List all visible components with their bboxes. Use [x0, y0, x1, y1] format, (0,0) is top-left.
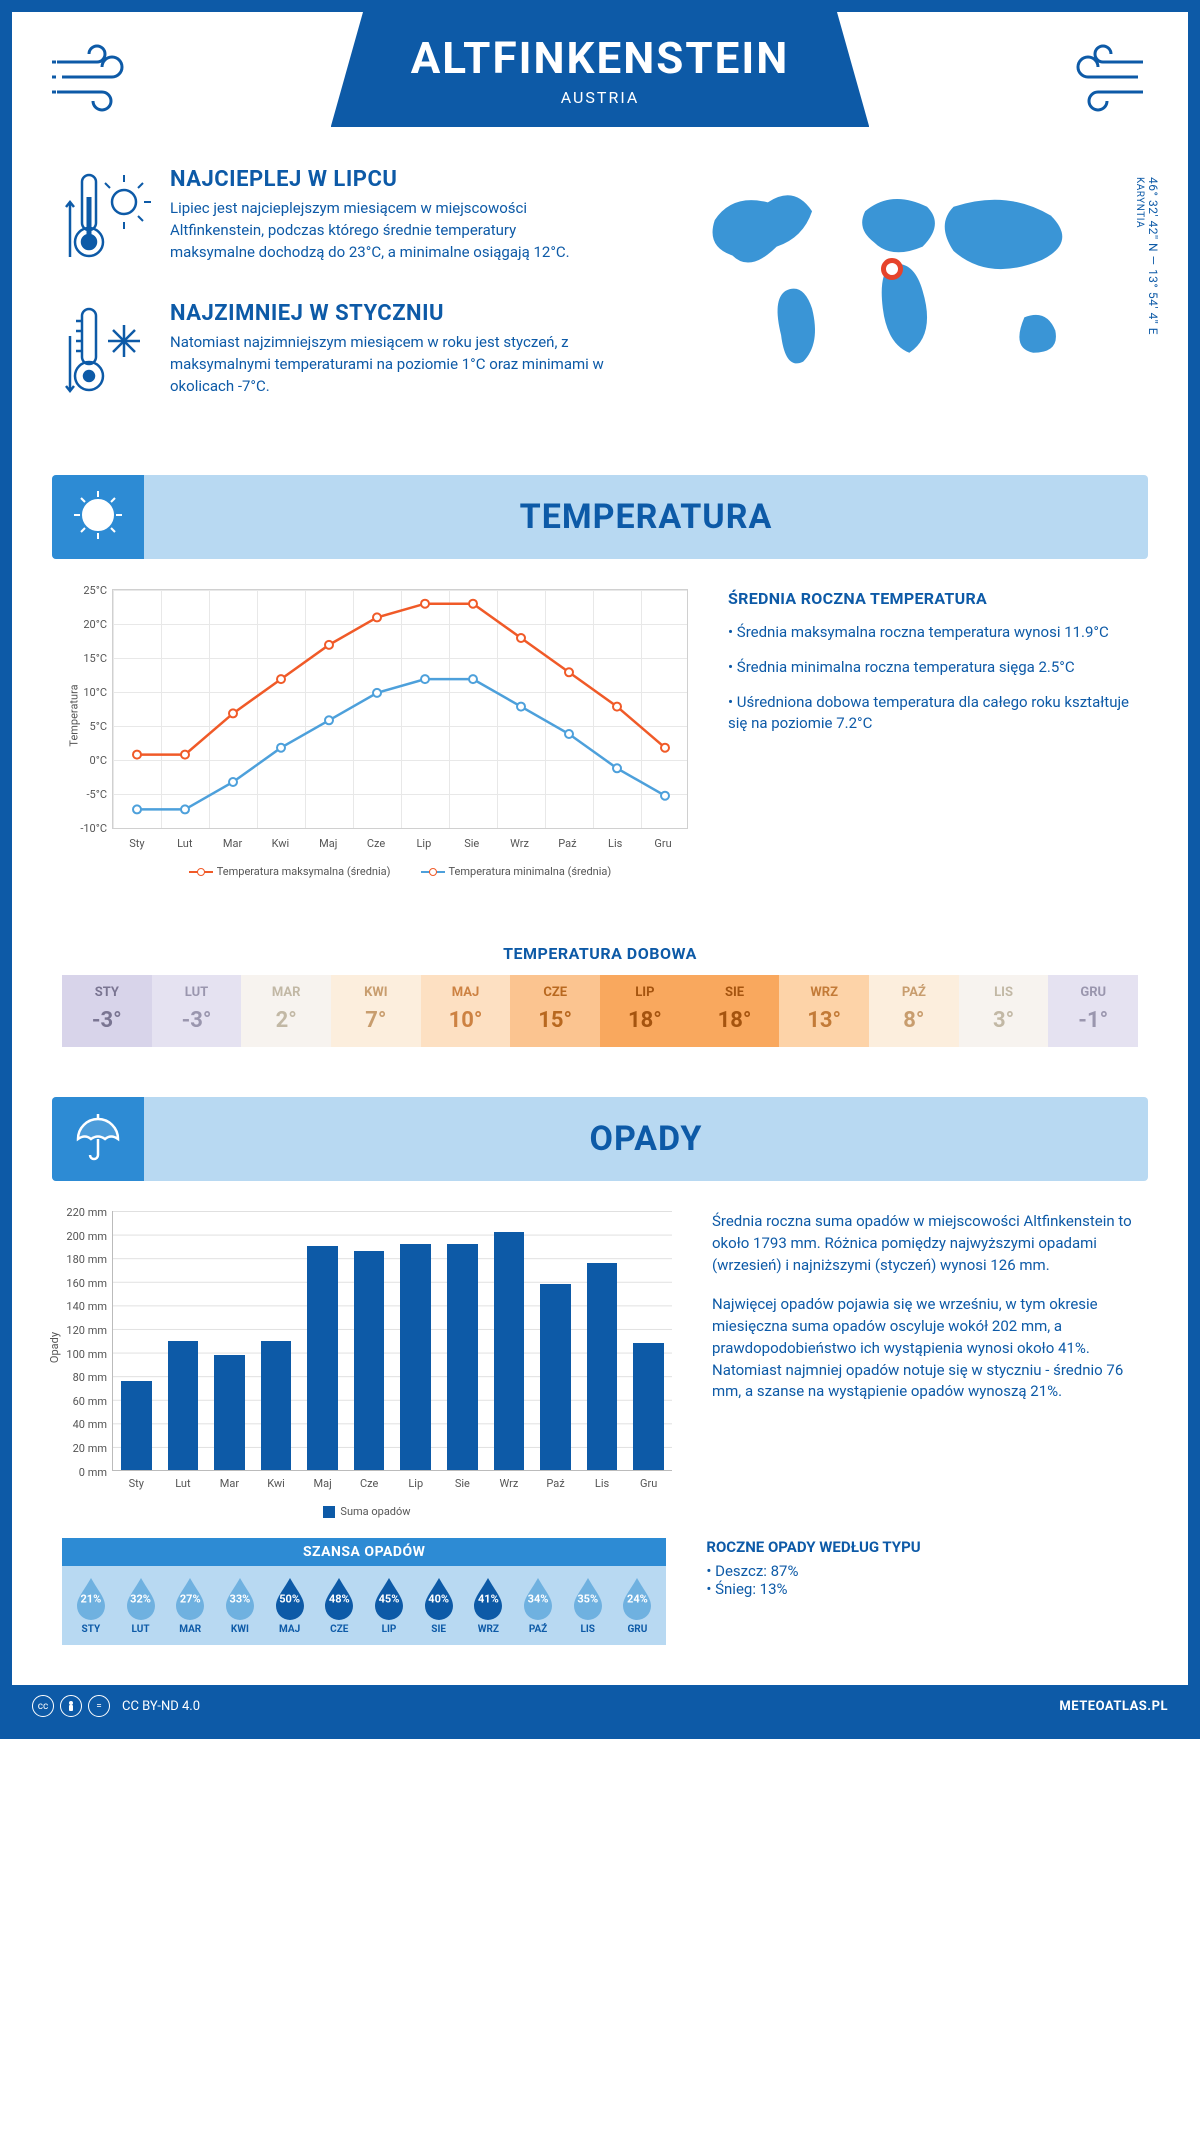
- precipitation-text: Średnia roczna suma opadów w miejscowośc…: [712, 1211, 1138, 1518]
- page-title: ALTFINKENSTEIN: [411, 32, 790, 84]
- bar: [400, 1244, 431, 1470]
- droplet-icon: 50%: [272, 1576, 308, 1620]
- bar: [587, 1263, 618, 1470]
- footer: cc = CC BY-ND 4.0 METEOATLAS.PL: [12, 1685, 1188, 1727]
- thermometer-cold-icon: [62, 301, 152, 405]
- rain-chance-table: SZANSA OPADÓW 21% STY 32% LUT 27% MAR 33…: [62, 1538, 666, 1645]
- header-tab: ALTFINKENSTEIN AUSTRIA: [331, 12, 870, 127]
- rain-chance-cell: 32% LUT: [116, 1576, 166, 1635]
- hottest-title: NAJCIEPLEJ W LIPCU: [170, 167, 605, 192]
- bar: [121, 1381, 152, 1470]
- daily-temp-cell: LIP18°: [600, 975, 690, 1047]
- page-subtitle: AUSTRIA: [411, 88, 790, 107]
- by-icon: [60, 1695, 82, 1717]
- cc-icon: cc: [32, 1695, 54, 1717]
- rain-chance-cell: 33% KWI: [215, 1576, 265, 1635]
- temperature-section-title: TEMPERATURA: [144, 497, 1148, 537]
- bar: [168, 1341, 199, 1471]
- daily-temp-cell: PAŹ8°: [869, 975, 959, 1047]
- bar-legend: Suma opadów: [62, 1505, 672, 1518]
- droplet-icon: 21%: [73, 1576, 109, 1620]
- page: ALTFINKENSTEIN AUSTRIA: [0, 0, 1200, 1739]
- bar: [447, 1244, 478, 1470]
- precipitation-section-title: OPADY: [144, 1119, 1148, 1159]
- coldest-text: Natomiast najzimniejszym miesiącem w rok…: [170, 332, 605, 397]
- temperature-line-chart: Temperatura 25°C20°C15°C10°C5°C0°C-5°C-1…: [112, 589, 688, 829]
- bar: [494, 1232, 525, 1470]
- daily-temp-title: TEMPERATURA DOBOWA: [12, 944, 1188, 963]
- coldest-block: NAJZIMNIEJ W STYCZNIU Natomiast najzimni…: [62, 301, 605, 405]
- coordinates: 46° 32' 42'' N — 13° 54' 4'' EKARYNTIA: [1132, 177, 1160, 335]
- droplet-icon: 27%: [172, 1576, 208, 1620]
- temp-legend: Temperatura maksymalna (średnia) Tempera…: [112, 865, 688, 878]
- coldest-title: NAJZIMNIEJ W STYCZNIU: [170, 301, 605, 326]
- umbrella-icon: [52, 1097, 144, 1181]
- bar: [214, 1355, 245, 1470]
- droplet-icon: 24%: [619, 1576, 655, 1620]
- rain-chance-cell: 40% SIE: [414, 1576, 464, 1635]
- daily-temp-cell: WRZ13°: [779, 975, 869, 1047]
- precipitation-bar-chart: Opady 220 mm200 mm180 mm160 mm140 mm120 …: [112, 1211, 672, 1471]
- wind-icon-left: [52, 42, 162, 116]
- bar: [540, 1284, 571, 1470]
- world-map: 46° 32' 42'' N — 13° 54' 4'' EKARYNTIA: [645, 167, 1138, 435]
- rain-chance-cell: 34% PAŹ: [513, 1576, 563, 1635]
- daily-temp-cell: MAJ10°: [421, 975, 511, 1047]
- header: ALTFINKENSTEIN AUSTRIA: [12, 12, 1188, 137]
- rain-chance-cell: 27% MAR: [165, 1576, 215, 1635]
- droplet-icon: 32%: [123, 1576, 159, 1620]
- temperature-row: Temperatura 25°C20°C15°C10°C5°C0°C-5°C-1…: [12, 559, 1188, 908]
- nd-icon: =: [88, 1695, 110, 1717]
- rain-chance-cell: 35% LIS: [563, 1576, 613, 1635]
- temp-annual-text: ŚREDNIA ROCZNA TEMPERATURA • Średnia mak…: [728, 589, 1138, 878]
- thermometer-hot-icon: [62, 167, 152, 271]
- droplet-icon: 48%: [321, 1576, 357, 1620]
- rain-chance-cell: 45% LIP: [364, 1576, 414, 1635]
- daily-temp-cell: GRU-1°: [1048, 975, 1138, 1047]
- bar: [633, 1343, 664, 1470]
- cc-license: cc = CC BY-ND 4.0: [32, 1695, 200, 1717]
- daily-temp-cell: MAR2°: [241, 975, 331, 1047]
- temperature-banner: TEMPERATURA: [52, 475, 1148, 559]
- droplet-icon: 33%: [222, 1576, 258, 1620]
- rain-chance-cell: 24% GRU: [613, 1576, 663, 1635]
- overview-row: NAJCIEPLEJ W LIPCU Lipiec jest najcieple…: [12, 137, 1188, 475]
- daily-temp-cell: KWI7°: [331, 975, 421, 1047]
- bar: [261, 1341, 292, 1471]
- site-name: METEOATLAS.PL: [1059, 1699, 1168, 1714]
- daily-temp-cell: LIS3°: [959, 975, 1049, 1047]
- droplet-icon: 41%: [470, 1576, 506, 1620]
- bar: [307, 1246, 338, 1470]
- hottest-text: Lipiec jest najcieplejszym miesiącem w m…: [170, 198, 605, 263]
- rain-chance-cell: 41% WRZ: [464, 1576, 514, 1635]
- droplet-icon: 35%: [570, 1576, 606, 1620]
- bottom-row: SZANSA OPADÓW 21% STY 32% LUT 27% MAR 33…: [62, 1538, 1138, 1645]
- droplet-icon: 34%: [520, 1576, 556, 1620]
- precipitation-banner: OPADY: [52, 1097, 1148, 1181]
- droplet-icon: 40%: [421, 1576, 457, 1620]
- sun-icon: [52, 475, 144, 559]
- wind-icon-right: [1038, 42, 1148, 116]
- daily-temp-cell: STY-3°: [62, 975, 152, 1047]
- annual-precip-type: ROCZNE OPADY WEDŁUG TYPU • Deszcz: 87% •…: [706, 1538, 1138, 1645]
- daily-temp-cell: SIE18°: [690, 975, 780, 1047]
- rain-chance-cell: 48% CZE: [314, 1576, 364, 1635]
- rain-chance-cell: 50% MAJ: [265, 1576, 315, 1635]
- precipitation-row: Opady 220 mm200 mm180 mm160 mm140 mm120 …: [12, 1181, 1188, 1538]
- daily-temp-table: STY-3°LUT-3°MAR2°KWI7°MAJ10°CZE15°LIP18°…: [62, 975, 1138, 1047]
- hottest-block: NAJCIEPLEJ W LIPCU Lipiec jest najcieple…: [62, 167, 605, 271]
- daily-temp-cell: LUT-3°: [152, 975, 242, 1047]
- daily-temp-cell: CZE15°: [510, 975, 600, 1047]
- rain-chance-cell: 21% STY: [66, 1576, 116, 1635]
- bar: [354, 1251, 385, 1470]
- droplet-icon: 45%: [371, 1576, 407, 1620]
